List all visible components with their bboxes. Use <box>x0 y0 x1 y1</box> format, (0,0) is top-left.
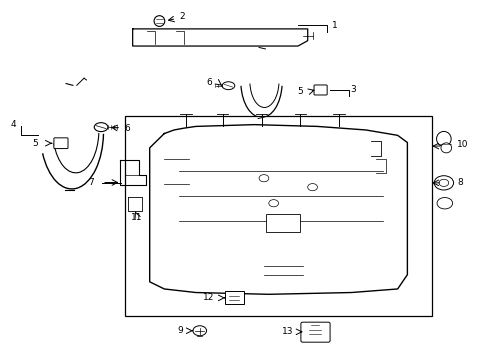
Ellipse shape <box>193 326 206 336</box>
Text: 6: 6 <box>206 78 211 87</box>
Circle shape <box>438 179 448 186</box>
Text: 9: 9 <box>177 326 183 335</box>
Bar <box>266 214 300 232</box>
Bar <box>125 116 431 316</box>
Ellipse shape <box>154 16 164 26</box>
FancyBboxPatch shape <box>300 322 329 342</box>
Text: 11: 11 <box>131 213 142 222</box>
Text: 7: 7 <box>88 178 94 187</box>
Circle shape <box>436 198 452 209</box>
Text: 10: 10 <box>456 140 468 149</box>
Text: 5: 5 <box>297 87 302 96</box>
Text: 12: 12 <box>203 293 214 302</box>
Circle shape <box>307 184 317 191</box>
Text: 8: 8 <box>456 178 462 187</box>
Text: 4: 4 <box>10 120 16 129</box>
Ellipse shape <box>440 143 451 153</box>
Circle shape <box>259 175 268 182</box>
Ellipse shape <box>94 123 108 132</box>
Bar <box>224 292 243 304</box>
Text: 1: 1 <box>331 21 337 30</box>
Circle shape <box>268 200 278 207</box>
Ellipse shape <box>436 131 450 147</box>
Text: 5: 5 <box>32 139 38 148</box>
Text: 6: 6 <box>123 124 129 133</box>
Text: 13: 13 <box>281 327 292 336</box>
FancyBboxPatch shape <box>313 85 326 95</box>
Ellipse shape <box>222 82 234 90</box>
Circle shape <box>433 176 453 190</box>
FancyBboxPatch shape <box>54 138 68 149</box>
Text: 3: 3 <box>350 85 356 94</box>
Text: 2: 2 <box>179 12 184 21</box>
